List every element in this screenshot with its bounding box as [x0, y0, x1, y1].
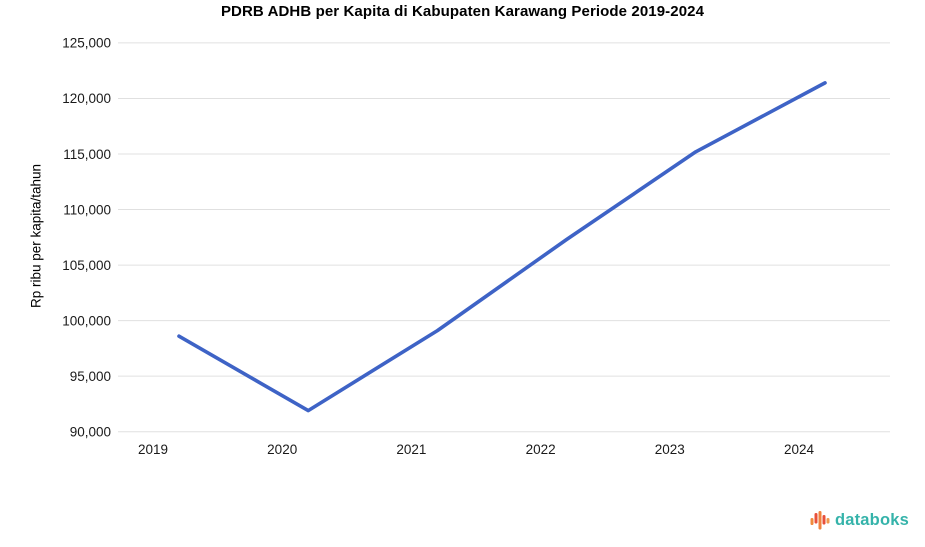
x-tick-label: 2023 [655, 442, 685, 457]
x-tick-label: 2019 [138, 442, 168, 457]
logo-bar [810, 518, 814, 525]
databoks-logo: databoks [810, 510, 909, 531]
x-tick-label: 2022 [526, 442, 556, 457]
y-tick-label: 90,000 [70, 425, 111, 440]
databoks-logo-text: databoks [834, 511, 909, 529]
y-tick-label: 125,000 [62, 36, 111, 51]
x-tick-label: 2020 [267, 442, 297, 457]
chart-title: PDRB ADHB per Kapita di Kabupaten Karawa… [220, 3, 705, 20]
y-tick-label: 115,000 [63, 147, 111, 162]
databoks-bars-icon [810, 511, 830, 530]
x-tick-label: 2024 [784, 442, 815, 457]
y-tick-label: 110,000 [63, 202, 111, 217]
logo-bar [822, 515, 826, 525]
y-tick-label: 100,000 [62, 313, 111, 328]
y-tick-label: 105,000 [62, 258, 111, 273]
logo-bar [818, 511, 822, 530]
logo-bar [814, 513, 818, 524]
y-tick-label: 120,000 [62, 91, 111, 106]
y-tick-label: 95,000 [70, 369, 111, 384]
data-line-series [177, 81, 827, 413]
logo-bar [826, 518, 830, 524]
x-tick-label: 2021 [396, 442, 426, 457]
